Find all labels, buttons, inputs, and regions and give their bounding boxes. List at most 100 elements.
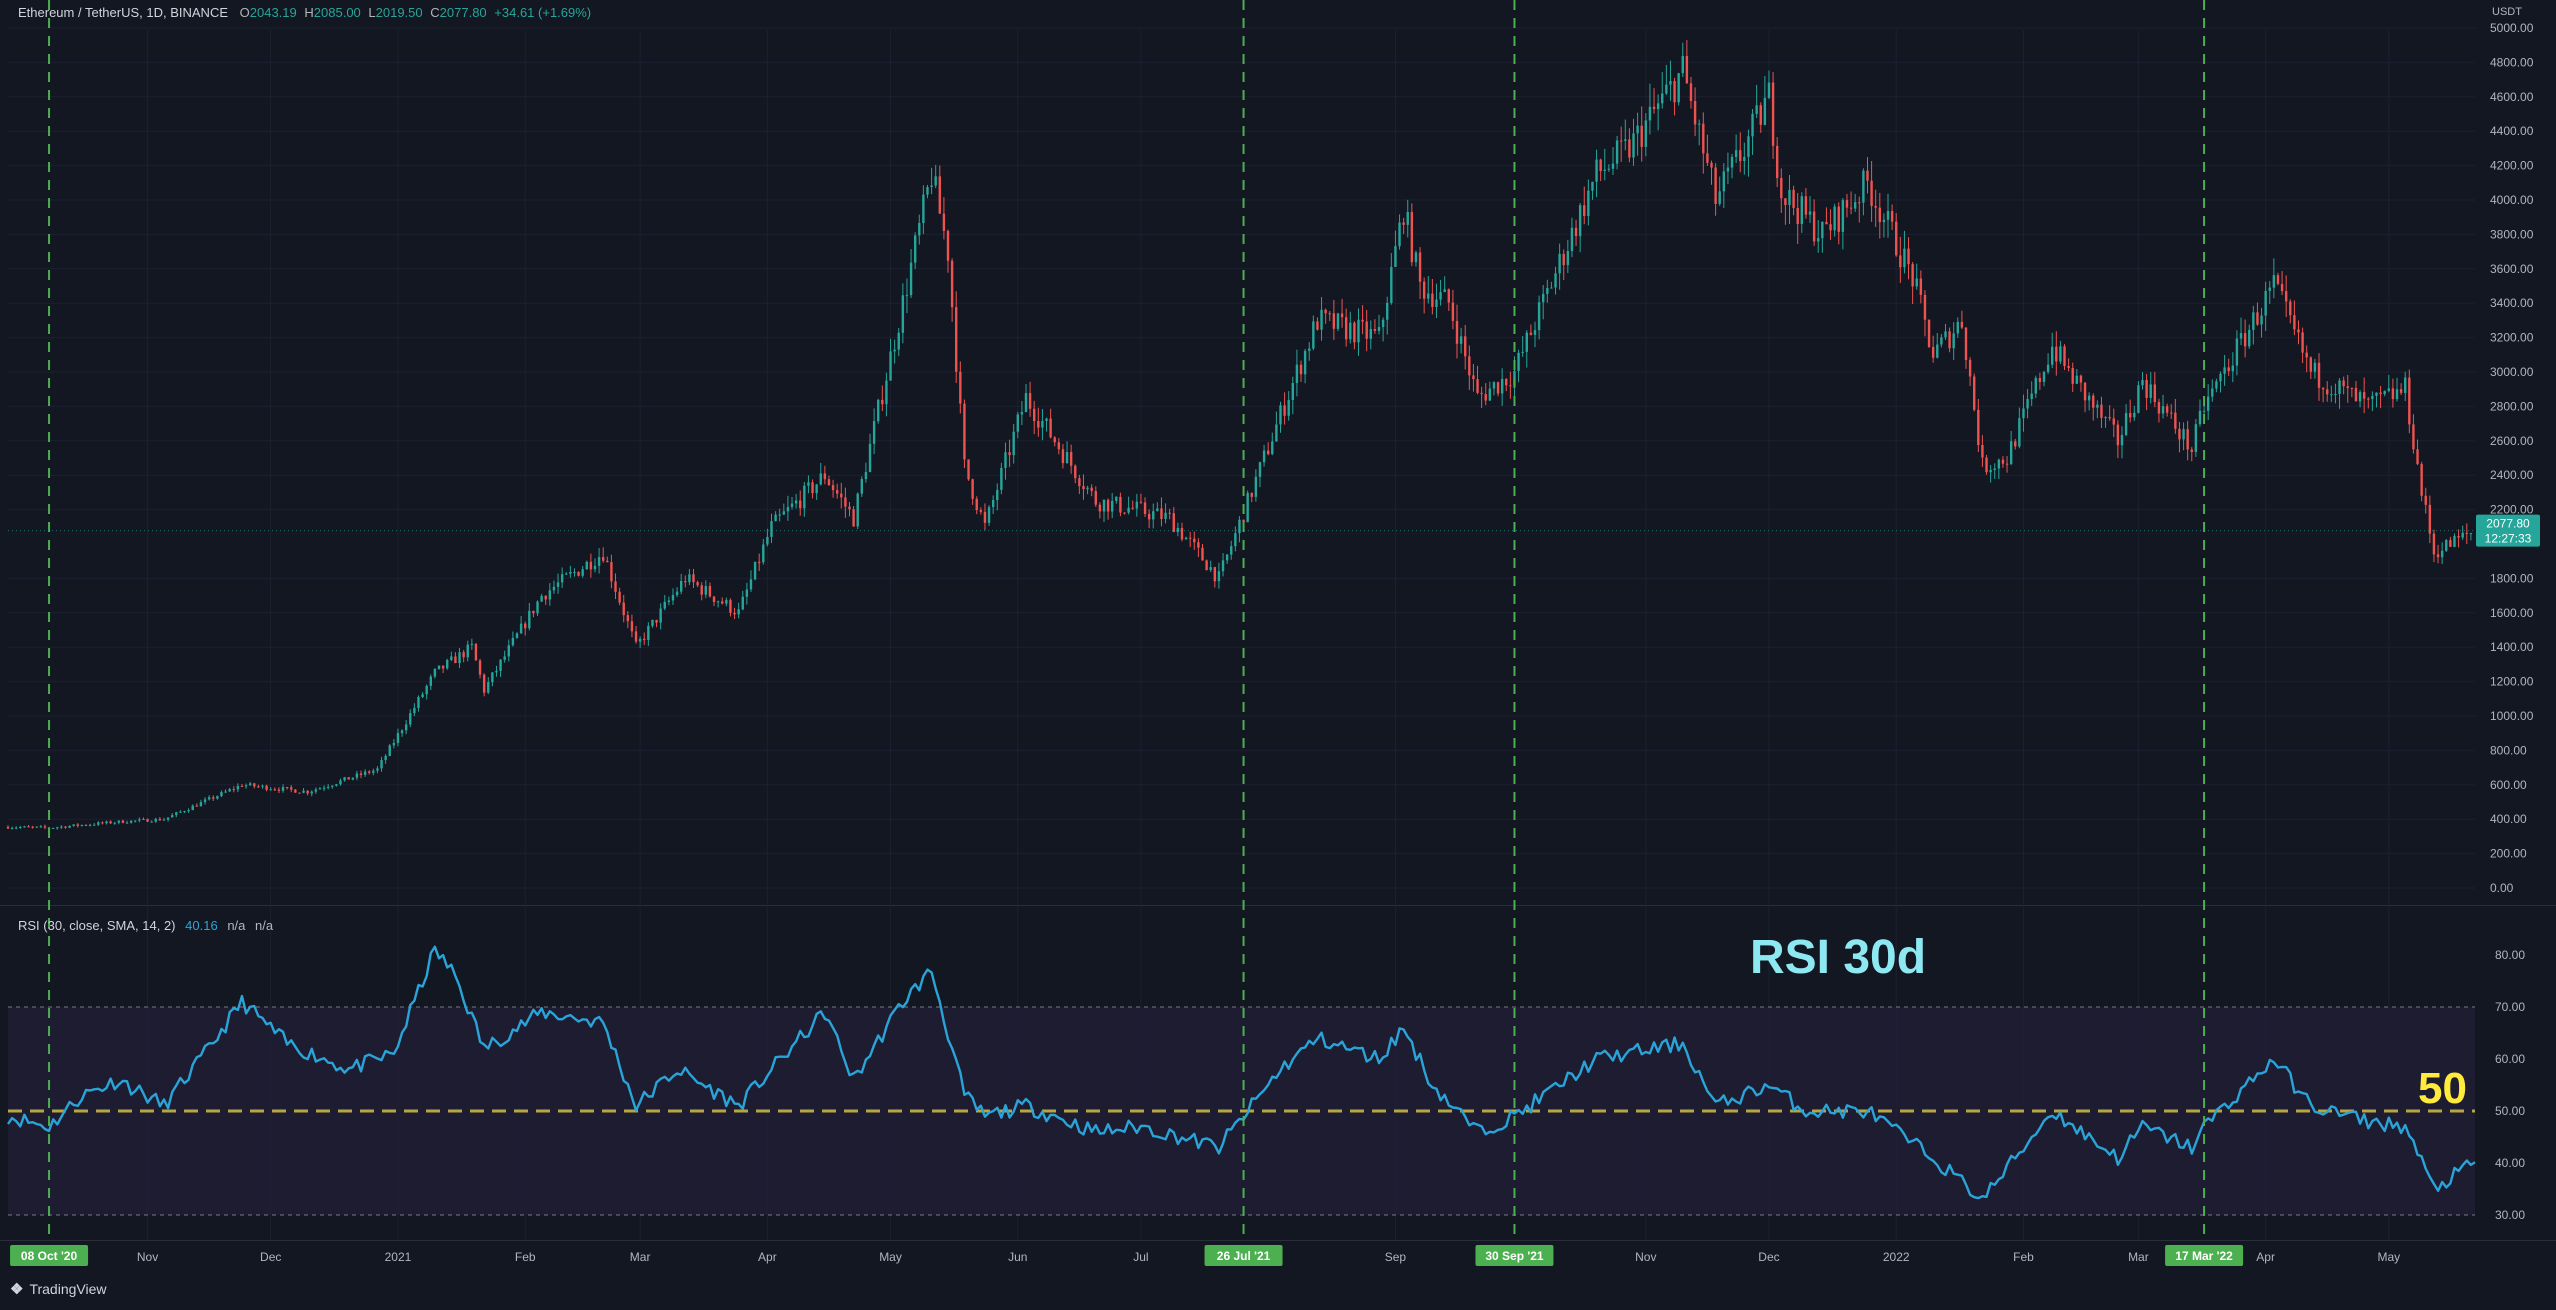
- candle-body[interactable]: [757, 561, 761, 563]
- candle-body[interactable]: [146, 818, 149, 822]
- candle-body[interactable]: [1373, 329, 1377, 331]
- candle-body[interactable]: [1394, 246, 1397, 267]
- candle-body[interactable]: [930, 185, 933, 188]
- candle-body[interactable]: [737, 609, 740, 615]
- candle-body[interactable]: [2395, 389, 2399, 400]
- candle-body[interactable]: [1065, 452, 1069, 464]
- candle-body[interactable]: [1316, 321, 1319, 330]
- candle-body[interactable]: [1718, 191, 1721, 204]
- candle-body[interactable]: [2432, 533, 2436, 555]
- candlesticks[interactable]: [6, 40, 2473, 830]
- candle-body[interactable]: [1332, 313, 1336, 329]
- candle-body[interactable]: [269, 789, 272, 791]
- candle-body[interactable]: [2445, 539, 2448, 551]
- candle-body[interactable]: [1074, 465, 1077, 479]
- candle-body[interactable]: [524, 623, 527, 629]
- candle-body[interactable]: [253, 783, 256, 787]
- candle-body[interactable]: [942, 213, 946, 231]
- candle-body[interactable]: [1525, 332, 1528, 352]
- candle-body[interactable]: [1775, 145, 1779, 178]
- candle-body[interactable]: [2001, 459, 2005, 464]
- candle-body[interactable]: [368, 771, 371, 773]
- candle-body[interactable]: [224, 791, 227, 793]
- candle-body[interactable]: [1619, 140, 1623, 142]
- candle-body[interactable]: [1578, 205, 1582, 237]
- candle-body[interactable]: [2067, 366, 2070, 368]
- candle-body[interactable]: [421, 694, 424, 698]
- candle-body[interactable]: [355, 773, 359, 778]
- candle-body[interactable]: [2149, 384, 2152, 398]
- candle-body[interactable]: [1180, 527, 1184, 540]
- candle-body[interactable]: [1119, 496, 1122, 513]
- candle-body[interactable]: [1812, 211, 1816, 242]
- candle-body[interactable]: [326, 786, 330, 788]
- candle-body[interactable]: [1008, 452, 1011, 456]
- candle-body[interactable]: [573, 571, 576, 573]
- candle-body[interactable]: [503, 656, 506, 660]
- candle-body[interactable]: [831, 485, 835, 491]
- candle-body[interactable]: [901, 295, 905, 333]
- candle-body[interactable]: [1562, 253, 1565, 266]
- candle-body[interactable]: [1033, 408, 1036, 422]
- candle-body[interactable]: [1796, 207, 1799, 224]
- candle-body[interactable]: [1000, 467, 1003, 490]
- candle-body[interactable]: [515, 633, 519, 638]
- candle-body[interactable]: [1648, 106, 1652, 121]
- candle-body[interactable]: [827, 479, 831, 486]
- candle-body[interactable]: [1907, 248, 1910, 265]
- candle-body[interactable]: [1135, 501, 1139, 509]
- candle-body[interactable]: [2289, 301, 2292, 316]
- candle-body[interactable]: [1246, 492, 1249, 523]
- candle-body[interactable]: [983, 511, 987, 523]
- candle-body[interactable]: [1464, 336, 1467, 357]
- candle-body[interactable]: [552, 586, 556, 591]
- candle-body[interactable]: [1213, 567, 1217, 582]
- candle-body[interactable]: [335, 784, 338, 786]
- candle-body[interactable]: [1160, 508, 1163, 519]
- candle-body[interactable]: [2075, 375, 2079, 384]
- candle-body[interactable]: [1993, 468, 1996, 471]
- candle-body[interactable]: [404, 724, 408, 731]
- candle-body[interactable]: [979, 510, 983, 512]
- candle-body[interactable]: [807, 482, 810, 486]
- candle-body[interactable]: [700, 585, 703, 595]
- candle-body[interactable]: [630, 621, 634, 632]
- candle-body[interactable]: [437, 665, 441, 669]
- candle-body[interactable]: [80, 824, 84, 826]
- candle-body[interactable]: [1492, 382, 1496, 389]
- candle-body[interactable]: [1377, 327, 1381, 331]
- candle-body[interactable]: [2248, 329, 2251, 347]
- candle-body[interactable]: [2301, 332, 2304, 353]
- candle-body[interactable]: [671, 595, 675, 601]
- candle-body[interactable]: [257, 786, 260, 788]
- candle-body[interactable]: [195, 805, 199, 807]
- candle-body[interactable]: [1061, 449, 1065, 464]
- candle-body[interactable]: [302, 790, 305, 793]
- candle-body[interactable]: [2071, 367, 2074, 384]
- candle-body[interactable]: [2198, 410, 2202, 425]
- candle-body[interactable]: [1759, 105, 1762, 125]
- candle-body[interactable]: [2165, 406, 2169, 413]
- candle-body[interactable]: [2338, 380, 2341, 394]
- candle-body[interactable]: [2124, 413, 2128, 435]
- candle-body[interactable]: [1340, 313, 1344, 318]
- candle-body[interactable]: [1406, 211, 1409, 225]
- candle-body[interactable]: [240, 785, 244, 787]
- candle-body[interactable]: [310, 791, 313, 794]
- candle-body[interactable]: [417, 697, 420, 708]
- candle-body[interactable]: [2404, 377, 2407, 393]
- candle-body[interactable]: [429, 676, 432, 686]
- candle-body[interactable]: [967, 459, 970, 480]
- candle-body[interactable]: [872, 421, 876, 444]
- candle-body[interactable]: [2453, 536, 2456, 547]
- candle-body[interactable]: [2436, 554, 2440, 558]
- candle-body[interactable]: [232, 789, 235, 791]
- candle-body[interactable]: [154, 818, 157, 822]
- candle-body[interactable]: [1636, 125, 1639, 134]
- candle-body[interactable]: [179, 811, 182, 813]
- candle-body[interactable]: [2354, 388, 2358, 402]
- candle-body[interactable]: [491, 672, 494, 683]
- candle-body[interactable]: [971, 479, 974, 499]
- candle-body[interactable]: [1739, 150, 1742, 162]
- candle-body[interactable]: [2362, 392, 2366, 399]
